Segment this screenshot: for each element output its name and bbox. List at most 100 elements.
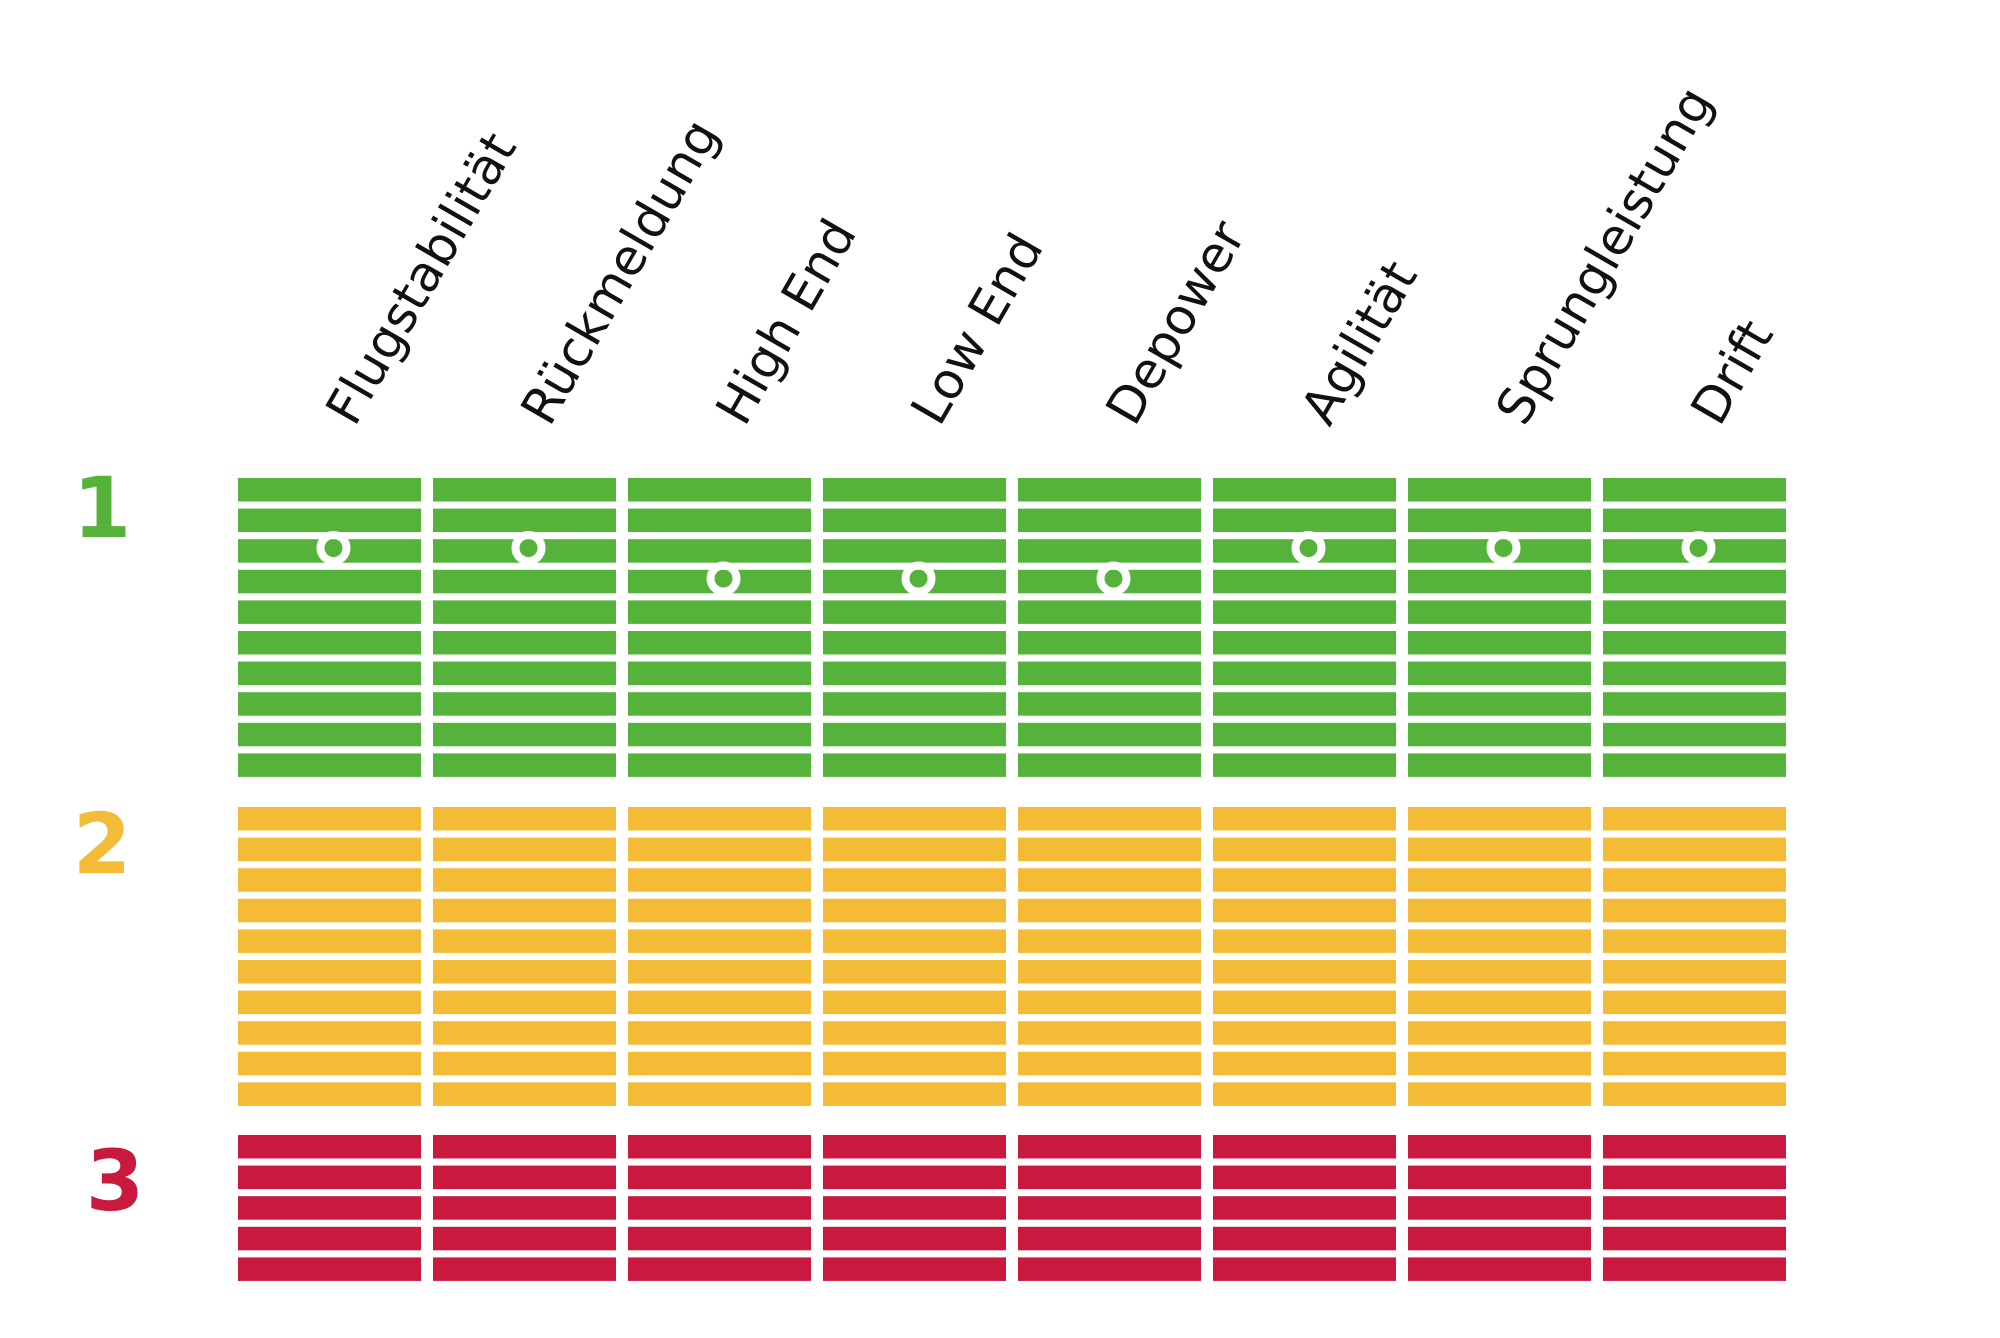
segment-g2-r1-c1 — [238, 807, 421, 831]
segment-g1-r10-c7 — [1408, 753, 1591, 777]
segment-g1-r6-c3 — [628, 631, 811, 655]
segment-g1-r2-c4 — [823, 508, 1006, 533]
column-header-6: Sprungleistung — [1485, 77, 1724, 434]
segment-g3-r5-c5 — [1018, 1257, 1201, 1281]
column-header-2: High End — [705, 209, 868, 434]
segment-g2-r6-c7 — [1408, 960, 1591, 984]
segment-g1-r3-c8 — [1603, 539, 1786, 563]
segment-g2-r5-c7 — [1408, 929, 1591, 953]
segment-g3-r2-c4 — [823, 1165, 1006, 1190]
segment-g1-r1-c2 — [433, 478, 616, 502]
segment-g2-r4-c1 — [238, 898, 421, 923]
segment-g1-r1-c8 — [1603, 478, 1786, 502]
segment-g1-r7-c4 — [823, 661, 1006, 686]
segment-g2-r5-c4 — [823, 929, 1006, 953]
segment-g2-r6-c6 — [1213, 960, 1396, 984]
segment-g2-r5-c2 — [433, 929, 616, 953]
segment-g1-r6-c2 — [433, 631, 616, 655]
segment-g2-r6-c8 — [1603, 960, 1786, 984]
marker-0 — [316, 530, 351, 565]
segment-g2-r8-c2 — [433, 1021, 616, 1045]
segment-g3-r5-c3 — [628, 1257, 811, 1281]
segment-g3-r4-c3 — [628, 1226, 811, 1251]
segment-g1-r1-c6 — [1213, 478, 1396, 502]
segment-g1-r10-c4 — [823, 753, 1006, 777]
segment-g1-r5-c4 — [823, 600, 1006, 624]
segment-g1-r2-c1 — [238, 508, 421, 533]
segment-g1-r6-c6 — [1213, 631, 1396, 655]
segment-g2-r2-c5 — [1018, 837, 1201, 862]
segment-g2-r10-c8 — [1603, 1082, 1786, 1106]
segment-g3-r3-c6 — [1213, 1196, 1396, 1220]
segment-g2-r6-c2 — [433, 960, 616, 984]
segment-g1-r1-c5 — [1018, 478, 1201, 502]
segment-g2-r10-c6 — [1213, 1082, 1396, 1106]
segment-g3-r4-c6 — [1213, 1226, 1396, 1251]
segment-g2-r9-c5 — [1018, 1051, 1201, 1076]
segment-g2-r9-c2 — [433, 1051, 616, 1076]
segment-g2-r1-c3 — [628, 807, 811, 831]
segment-g2-r1-c6 — [1213, 807, 1396, 831]
segment-g1-r2-c2 — [433, 508, 616, 533]
segment-g2-r4-c7 — [1408, 898, 1591, 923]
segment-g2-r10-c4 — [823, 1082, 1006, 1106]
segment-g2-r4-c8 — [1603, 898, 1786, 923]
segment-g2-r2-c3 — [628, 837, 811, 862]
segment-g3-r2-c3 — [628, 1165, 811, 1190]
segment-g3-r5-c7 — [1408, 1257, 1591, 1281]
segment-g2-r8-c5 — [1018, 1021, 1201, 1045]
segment-g2-r9-c6 — [1213, 1051, 1396, 1076]
segment-g2-r4-c6 — [1213, 898, 1396, 923]
segment-g2-r5-c5 — [1018, 929, 1201, 953]
segment-g1-r7-c7 — [1408, 661, 1591, 686]
segment-g2-r9-c4 — [823, 1051, 1006, 1076]
segment-g3-r1-c8 — [1603, 1135, 1786, 1159]
column-header-0: Flugstabilität — [315, 123, 528, 434]
segment-g2-r7-c3 — [628, 990, 811, 1015]
segment-g3-r4-c5 — [1018, 1226, 1201, 1251]
segment-g1-r4-c2 — [433, 569, 616, 594]
segment-g2-r4-c4 — [823, 898, 1006, 923]
segment-g1-r8-c6 — [1213, 692, 1396, 716]
segment-g1-r5-c8 — [1603, 600, 1786, 624]
segment-g1-r2-c8 — [1603, 508, 1786, 533]
segment-g2-r3-c4 — [823, 868, 1006, 892]
segment-g1-r9-c8 — [1603, 722, 1786, 747]
segment-g2-r10-c2 — [433, 1082, 616, 1106]
segment-g3-r2-c6 — [1213, 1165, 1396, 1190]
segment-g3-r5-c4 — [823, 1257, 1006, 1281]
segment-g1-r3-c4 — [823, 539, 1006, 563]
column-header-5: Agilität — [1290, 251, 1429, 434]
segment-g3-r1-c4 — [823, 1135, 1006, 1159]
segment-g1-r10-c6 — [1213, 753, 1396, 777]
group-label-1: 1 — [73, 459, 131, 557]
segment-g3-r4-c7 — [1408, 1226, 1591, 1251]
marker-3 — [901, 561, 936, 596]
segment-g2-r8-c8 — [1603, 1021, 1786, 1045]
segment-g1-r7-c6 — [1213, 661, 1396, 686]
marker-7 — [1681, 530, 1716, 565]
segment-g1-r8-c2 — [433, 692, 616, 716]
segment-g1-r10-c2 — [433, 753, 616, 777]
segment-g1-r9-c3 — [628, 722, 811, 747]
segment-g2-r5-c8 — [1603, 929, 1786, 953]
segment-g2-r8-c1 — [238, 1021, 421, 1045]
segment-g2-r3-c2 — [433, 868, 616, 892]
segment-g1-r3-c2 — [433, 539, 616, 563]
segment-g2-r2-c7 — [1408, 837, 1591, 862]
segment-g3-r5-c2 — [433, 1257, 616, 1281]
segment-g2-r4-c2 — [433, 898, 616, 923]
segment-g1-r7-c3 — [628, 661, 811, 686]
segment-g2-r2-c6 — [1213, 837, 1396, 862]
segment-g2-r1-c2 — [433, 807, 616, 831]
marker-2 — [706, 561, 741, 596]
segment-g2-r6-c4 — [823, 960, 1006, 984]
segment-g3-r1-c2 — [433, 1135, 616, 1159]
segment-g2-r3-c1 — [238, 868, 421, 892]
segment-g1-r9-c7 — [1408, 722, 1591, 747]
segment-g1-r4-c4 — [823, 569, 1006, 594]
segment-g2-r2-c1 — [238, 837, 421, 862]
segment-g1-r5-c2 — [433, 600, 616, 624]
segment-g2-r5-c3 — [628, 929, 811, 953]
